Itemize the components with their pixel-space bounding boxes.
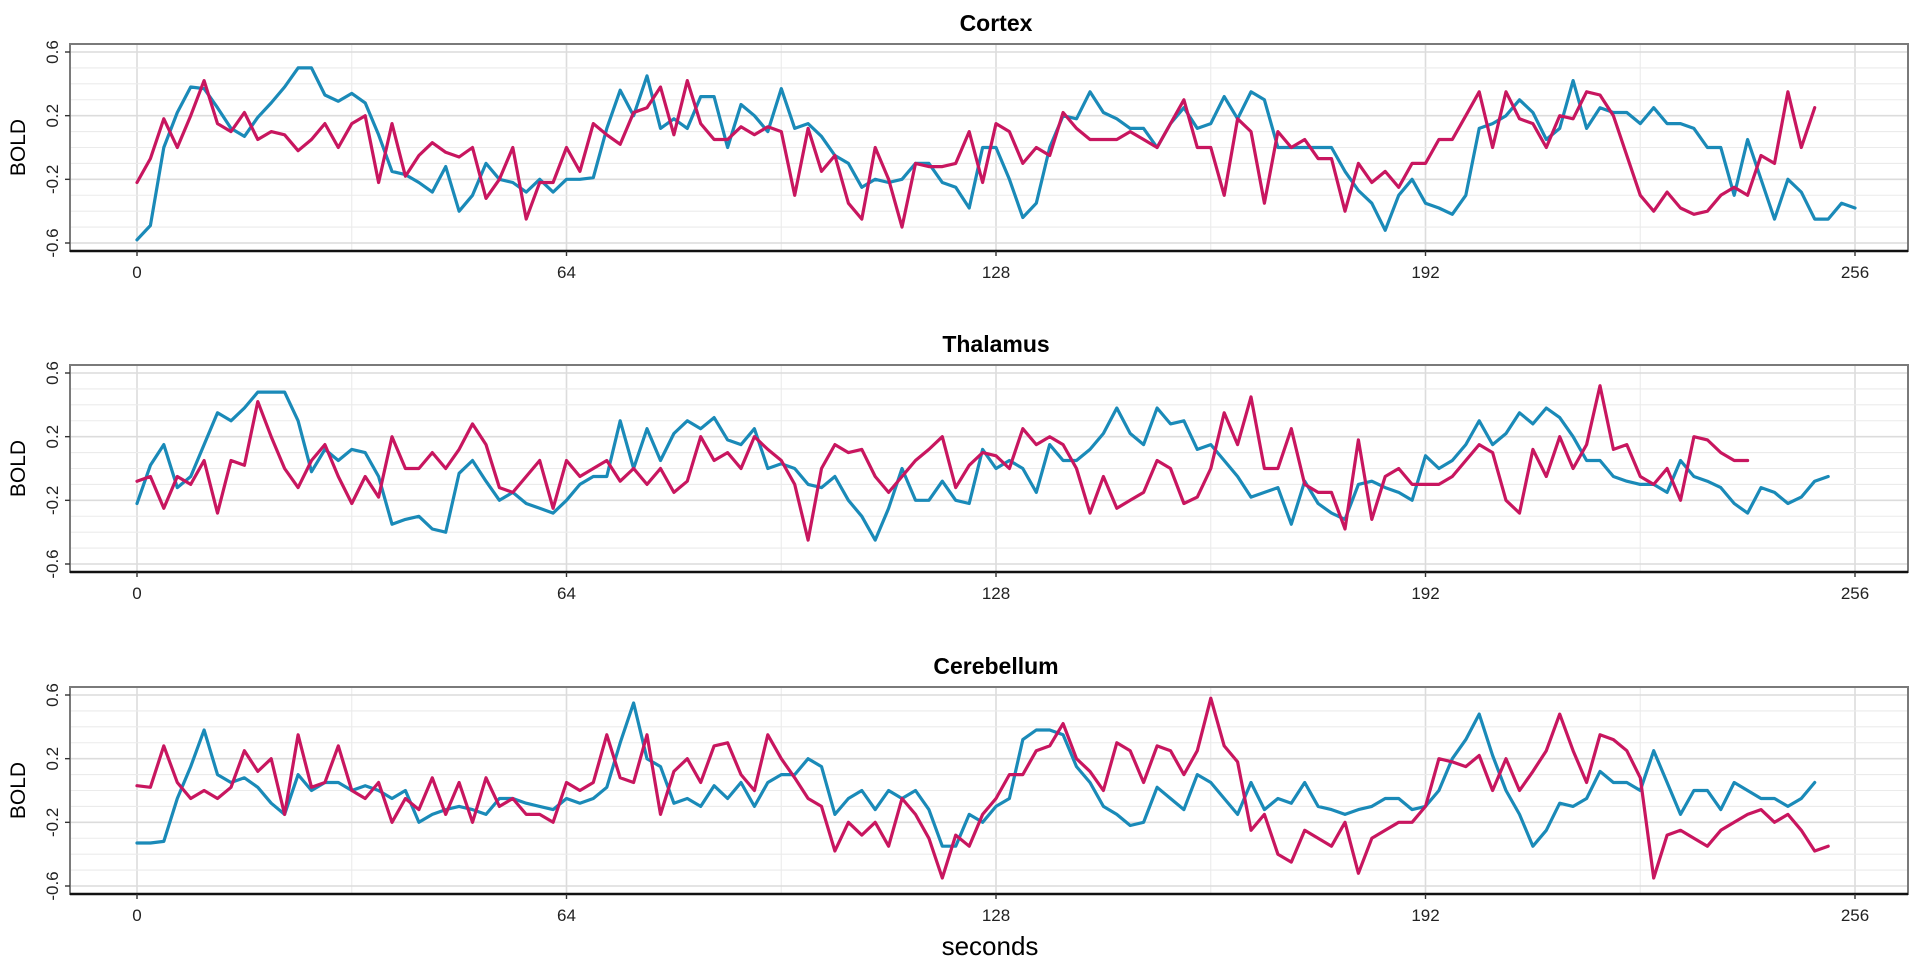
y-axis-title: BOLD xyxy=(7,440,30,497)
y-tick-label: 0.6 xyxy=(43,40,62,64)
y-tick-label: -0.6 xyxy=(43,228,62,257)
x-tick-label: 0 xyxy=(132,263,141,282)
panel-cerebellum: 0 64 128 192 256 0.6 0.2 -0.2 -0.6 BOLD Cerebellum xyxy=(7,653,1909,925)
x-axis-title: seconds xyxy=(942,931,1039,960)
y-tick-label: 0.2 xyxy=(43,747,62,771)
y-tick-label: 0.2 xyxy=(43,104,62,128)
y-tick-label: -0.2 xyxy=(43,486,62,515)
x-tick-label: 0 xyxy=(132,906,141,925)
y-tick-label: 0.6 xyxy=(43,361,62,385)
panel-title: Cortex xyxy=(960,10,1033,36)
series-line-teal xyxy=(135,390,1830,542)
x-tick-label: 64 xyxy=(557,584,576,603)
panel-cortex: 0 64 128 192 256 0.6 0.2 -0.2 -0.6 BOLD Cortex xyxy=(7,10,1909,282)
x-tick-label: 128 xyxy=(982,906,1010,925)
x-tick-label: 192 xyxy=(1411,584,1439,603)
x-tick-label: 64 xyxy=(557,906,576,925)
x-tick-label: 128 xyxy=(982,584,1010,603)
y-axis-title: BOLD xyxy=(7,762,30,819)
gridlines xyxy=(70,365,1908,572)
y-axis-title: BOLD xyxy=(7,119,30,176)
y-tick-label: -0.6 xyxy=(43,549,62,578)
x-tick-label: 192 xyxy=(1411,263,1439,282)
x-tick-label: 256 xyxy=(1841,584,1869,603)
y-tick-label: -0.6 xyxy=(43,871,62,900)
series-line-magenta xyxy=(135,78,1817,229)
x-tick-label: 64 xyxy=(557,263,576,282)
panel-thalamus: 0 64 128 192 256 0.6 0.2 -0.2 -0.6 BOLD Thalamus xyxy=(7,331,1909,603)
y-tick-label: 0.6 xyxy=(43,683,62,707)
series-line-magenta xyxy=(135,384,1750,542)
series-line-teal xyxy=(135,66,1857,242)
panel-title: Cerebellum xyxy=(933,653,1058,679)
y-tick-label: 0.2 xyxy=(43,425,62,449)
series-line-magenta xyxy=(135,696,1830,880)
panel-title: Thalamus xyxy=(942,331,1049,357)
x-tick-label: 256 xyxy=(1841,263,1869,282)
x-tick-label: 192 xyxy=(1411,906,1439,925)
x-tick-label: 256 xyxy=(1841,906,1869,925)
x-tick-label: 0 xyxy=(132,584,141,603)
series-line-teal xyxy=(135,701,1817,848)
x-tick-label: 128 xyxy=(982,263,1010,282)
y-tick-label: -0.2 xyxy=(43,808,62,837)
y-tick-label: -0.2 xyxy=(43,165,62,194)
